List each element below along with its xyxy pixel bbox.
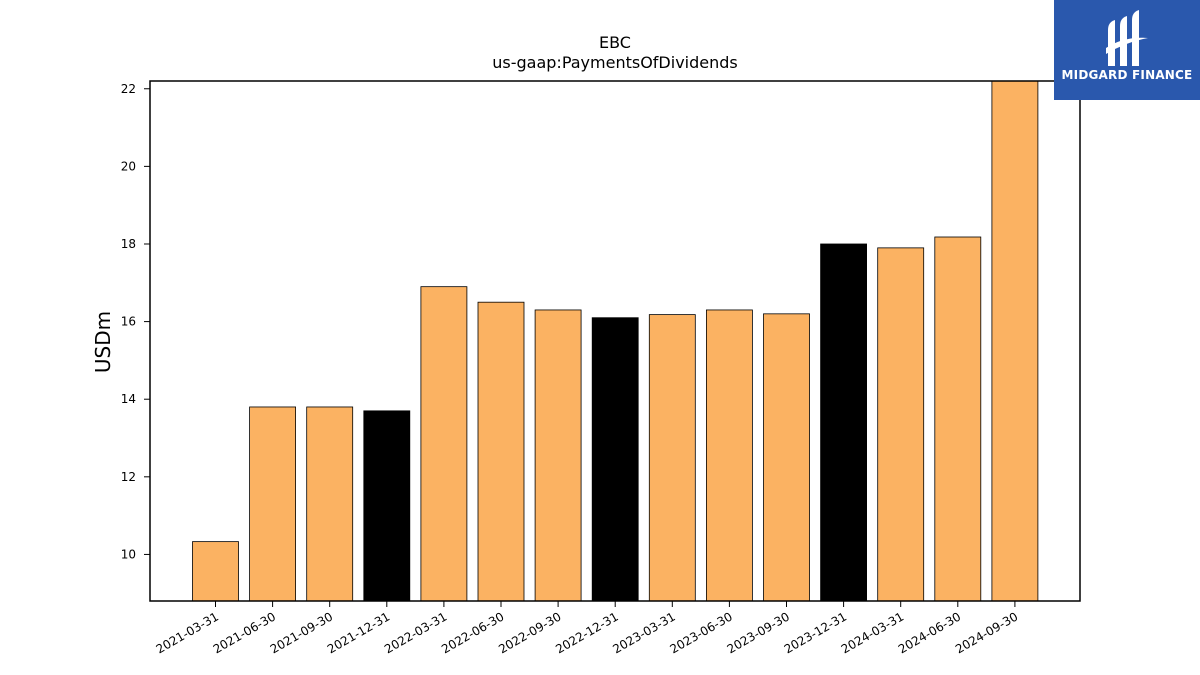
y-tick-label: 12 xyxy=(121,470,136,484)
x-tick-label: 2023-12-31 xyxy=(782,609,849,656)
bars-group xyxy=(192,80,1039,602)
midgard-finance-logo: MIDGARD FINANCE xyxy=(1054,0,1200,100)
y-axis-label: USDm xyxy=(91,311,115,373)
y-tick-label: 18 xyxy=(121,237,136,251)
x-tick-label: 2023-09-30 xyxy=(725,609,792,656)
bar-2022-12-31 xyxy=(591,317,639,602)
bar-2021-09-30 xyxy=(306,406,354,602)
x-tick-label: 2022-12-31 xyxy=(553,609,620,656)
x-tick-label: 2023-03-31 xyxy=(610,609,677,656)
x-tick-label: 2024-03-31 xyxy=(839,609,906,656)
y-axis-ticks: 10 12 14 16 18 20 22 xyxy=(121,82,150,561)
x-tick-label: 2021-03-31 xyxy=(154,609,221,656)
bar-2023-09-30 xyxy=(763,313,810,602)
bar-2024-03-31 xyxy=(877,247,925,602)
plot-frame xyxy=(149,80,1081,602)
chart-title: EBC xyxy=(599,33,631,52)
y-tick-label: 14 xyxy=(121,392,136,406)
x-tick-label: 2021-09-30 xyxy=(268,609,335,656)
bar-2023-06-30 xyxy=(706,309,753,602)
logo-text: MIDGARD FINANCE xyxy=(1061,68,1193,82)
chart-subtitle: us-gaap:PaymentsOfDividends xyxy=(492,53,737,72)
x-tick-label: 2022-09-30 xyxy=(496,609,563,656)
logo-mark-icon xyxy=(1106,10,1148,66)
x-tick-label: 2023-06-30 xyxy=(667,609,734,656)
y-tick-label: 22 xyxy=(121,82,136,96)
y-tick-label: 16 xyxy=(121,315,136,329)
bar-2024-09-30 xyxy=(991,80,1039,602)
x-tick-label: 2024-09-30 xyxy=(953,609,1020,656)
bar-2022-03-31 xyxy=(420,286,468,602)
bar-2022-09-30 xyxy=(534,309,582,602)
y-tick-label: 10 xyxy=(121,547,136,561)
x-tick-label: 2022-06-30 xyxy=(439,609,506,656)
bar-2021-03-31 xyxy=(192,541,239,602)
x-axis-ticks: 2021-03-312021-06-302021-09-302021-12-31… xyxy=(154,601,1020,656)
bar-2021-12-31 xyxy=(363,410,411,602)
bar-2022-06-30 xyxy=(477,301,525,602)
y-tick-label: 20 xyxy=(121,159,136,173)
x-tick-label: 2021-12-31 xyxy=(325,609,392,656)
bar-2021-06-30 xyxy=(249,406,297,602)
x-tick-label: 2022-03-31 xyxy=(382,609,449,656)
x-tick-label: 2024-06-30 xyxy=(896,609,963,656)
bar-2023-03-31 xyxy=(648,314,696,602)
bar-2024-06-30 xyxy=(934,236,982,602)
bar-2023-12-31 xyxy=(820,243,867,602)
x-tick-label: 2021-06-30 xyxy=(211,609,278,656)
